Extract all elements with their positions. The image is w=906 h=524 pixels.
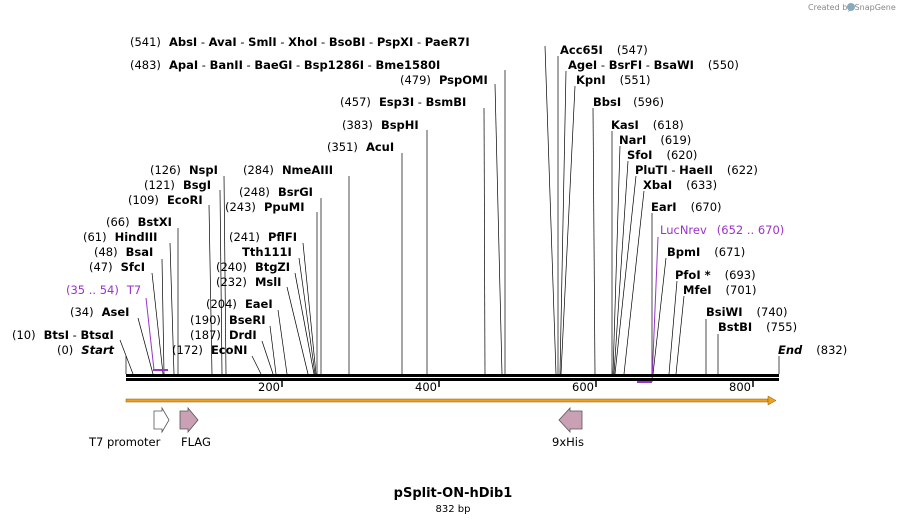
- site-connectors: [119, 45, 780, 375]
- svg-text:(35 .. 54)T7: (35 .. 54) T7: [66, 283, 141, 297]
- feature-flag[interactable]: FLAG: [179, 406, 211, 449]
- site-label: (457) Esp3I - BsmBI: [340, 95, 466, 109]
- site-label: (10) BtsI - BtsαI: [12, 328, 114, 342]
- orf-arrow[interactable]: [125, 395, 777, 406]
- site-label: (34) AseI: [70, 305, 129, 319]
- site-label: (204) EaeI: [206, 297, 273, 311]
- site-label: KpnI (551): [576, 73, 651, 87]
- site-label: (232) MslI: [216, 275, 281, 289]
- primer-t7[interactable]: (35 .. 54) T7: [66, 283, 168, 371]
- site-label: BbsI (596): [593, 95, 664, 109]
- site-label: AgeI - BsrFI - BsaWI (550): [568, 58, 739, 72]
- primer-range: (652 .. 670): [717, 223, 785, 237]
- site-label: (479) PspOMI: [400, 73, 488, 87]
- feature-label: FLAG: [181, 435, 211, 449]
- site-label: (66) BstXI: [106, 215, 172, 229]
- ruler-tick-label: 800: [729, 380, 751, 394]
- site-label: (109) EcoRI: [128, 193, 203, 207]
- feature-label: 9xHis: [552, 435, 584, 449]
- site-label: KasI (618): [611, 118, 684, 132]
- site-label: Tth111I: [242, 245, 292, 259]
- site-label: SfoI (620): [627, 148, 697, 162]
- site-label: BsiWI (740): [706, 305, 787, 319]
- site-label: (541) AbsI - AvaI - SmlI - XhoI - BsoBI -…: [130, 35, 470, 49]
- snapgene-logo-icon: [847, 3, 855, 11]
- feature-t7-promoter[interactable]: T7 promoter: [88, 406, 170, 449]
- site-label: (241) PflFI: [229, 230, 297, 244]
- site-label: EarI (670): [651, 200, 722, 214]
- site-label: (61) HindIII: [83, 230, 157, 244]
- ruler-tick-label: 400: [415, 380, 437, 394]
- site-label: NarI (619): [619, 133, 691, 147]
- ruler-tick-label: 200: [258, 380, 280, 394]
- start-label: (0) Start: [57, 343, 115, 357]
- site-label: (240) BtgZI: [216, 260, 290, 274]
- site-label: (172) EcoNI: [172, 343, 247, 357]
- site-pos: (541): [130, 35, 161, 49]
- primer-name: T7: [126, 283, 141, 297]
- site-label: (483) ApaI - BanII - BaeGI - Bsp1286I - B…: [130, 58, 440, 72]
- site-label: XbaI (633): [643, 178, 717, 192]
- site-label: (383) BspHI: [342, 118, 419, 132]
- site-label: (284) NmeAIII: [243, 163, 333, 177]
- site-label: PfoI * (693): [675, 268, 756, 282]
- primer-lucnrev[interactable]: LucNrev (652 .. 670): [637, 223, 784, 383]
- site-label: (243) PpuMI: [225, 200, 305, 214]
- site-label: (126) NspI: [150, 163, 218, 177]
- end-label: End (832): [778, 343, 847, 357]
- ruler: 200 400 600 800: [258, 380, 754, 394]
- site-label: PluTI - HaeII (622): [635, 163, 758, 177]
- site-label: (351) AcuI: [327, 140, 394, 154]
- site-label: MfeI (701): [683, 283, 756, 297]
- ruler-tick-label: 600: [572, 380, 594, 394]
- map-subtitle: 832 bp: [436, 504, 471, 515]
- map-title: pSplit-ON-hDib1: [394, 486, 513, 501]
- site-label: (248) BsrGI: [239, 185, 313, 199]
- enzyme-labels: (541) AbsI - AvaI - SmlI - XhoI - BsoBI -…: [12, 35, 847, 357]
- primer-name: LucNrev: [660, 223, 707, 237]
- site-label: BstBI (755): [718, 320, 797, 334]
- site-label: (190) BseRI: [190, 313, 265, 327]
- site-label: (48) BsaI: [94, 245, 153, 259]
- site-label: BpmI (671): [667, 245, 745, 259]
- feature-9xhis[interactable]: 9xHis: [552, 406, 584, 449]
- site-label: (121) BsgI: [144, 178, 211, 192]
- feature-label: T7 promoter: [88, 435, 161, 449]
- site-label: (47) SfcI: [89, 260, 145, 274]
- site-label: Acc65I (547): [560, 43, 648, 57]
- primer-range: (35 .. 54): [66, 283, 119, 297]
- site-label: (187) DrdI: [190, 328, 257, 342]
- svg-text:LucNrev(652 .. 670): LucNrev (652 .. 670): [660, 223, 784, 237]
- dna-backbone: [126, 374, 779, 381]
